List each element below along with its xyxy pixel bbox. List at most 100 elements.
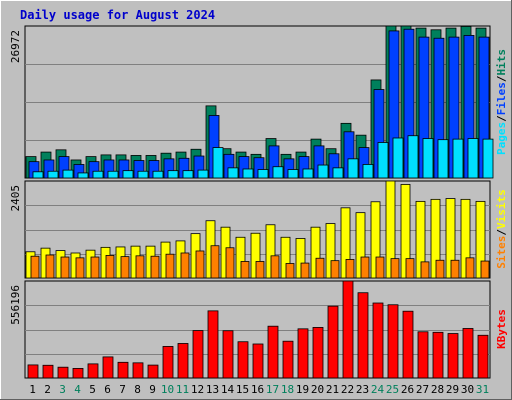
bar-pages-day-29 xyxy=(452,138,464,179)
bar-visits-day-18 xyxy=(280,236,291,279)
bar-visits-day-25 xyxy=(385,180,396,279)
bar-kbytes-day-10 xyxy=(162,346,174,379)
bar-kbytes-day-16 xyxy=(252,343,264,379)
x-tick-label: 7 xyxy=(119,383,126,396)
bar-kbytes-day-23 xyxy=(357,292,369,379)
panel-bot: 556196 KBytes xyxy=(9,280,508,379)
bar-sites-day-29 xyxy=(450,259,460,279)
x-tick-label: 22 xyxy=(341,383,354,396)
bar-sites-day-13 xyxy=(210,245,220,279)
bar-pages-day-9 xyxy=(152,170,164,179)
bar-pages-day-1 xyxy=(32,171,44,179)
bar-pages-day-18 xyxy=(287,169,299,179)
bar-kbytes-day-27 xyxy=(417,331,429,379)
bar-pages-day-11 xyxy=(182,170,194,179)
bar-kbytes-day-14 xyxy=(222,330,234,379)
bar-kbytes-day-8 xyxy=(132,362,144,379)
bar-sites-day-22 xyxy=(345,259,355,279)
y-max-label: 2405 xyxy=(9,185,22,212)
x-tick-label: 1 xyxy=(29,383,36,396)
bar-sites-day-12 xyxy=(195,250,205,279)
bar-kbytes-day-21 xyxy=(327,305,339,379)
bar-sites-day-1 xyxy=(30,255,40,279)
bar-pages-day-6 xyxy=(107,170,119,179)
bar-visits-day-19 xyxy=(295,238,306,279)
x-tick-label: 17 xyxy=(266,383,279,396)
bar-sites-day-31 xyxy=(480,260,490,279)
bar-sites-day-5 xyxy=(90,256,100,279)
bar-pages-day-5 xyxy=(92,170,104,179)
bar-kbytes-day-28 xyxy=(432,331,444,379)
bar-pages-day-26 xyxy=(407,135,419,179)
axis-legend-part: Hits xyxy=(495,49,508,76)
bar-visits-day-28 xyxy=(430,198,441,279)
bar-sites-day-18 xyxy=(285,263,295,279)
bar-kbytes-day-19 xyxy=(297,328,309,379)
x-tick-label: 28 xyxy=(431,383,444,396)
x-tick-label: 10 xyxy=(161,383,174,396)
bar-visits-day-24 xyxy=(370,201,381,279)
axis-legend-part: Files xyxy=(495,82,508,115)
bar-visits-day-23 xyxy=(355,212,366,279)
bar-sites-day-20 xyxy=(315,257,325,279)
bar-pages-day-12 xyxy=(197,169,209,179)
bar-pages-day-13 xyxy=(212,147,224,179)
bar-kbytes-day-30 xyxy=(462,328,474,379)
x-tick-label: 29 xyxy=(446,383,459,396)
bar-sites-day-10 xyxy=(165,253,175,279)
x-tick-label: 24 xyxy=(371,383,385,396)
bar-kbytes-day-24 xyxy=(372,302,384,379)
bar-kbytes-day-9 xyxy=(147,364,159,379)
bar-sites-day-6 xyxy=(105,255,115,279)
x-tick-label: 6 xyxy=(104,383,111,396)
bar-pages-day-21 xyxy=(332,167,344,179)
bar-kbytes-day-15 xyxy=(237,341,249,379)
bar-sites-day-24 xyxy=(375,256,385,279)
bar-sites-day-28 xyxy=(435,259,445,279)
x-tick-label: 18 xyxy=(281,383,294,396)
x-tick-label: 5 xyxy=(89,383,96,396)
axis-legend-label: Pages/Files/Hits xyxy=(495,49,508,155)
axis-legend-part: Pages xyxy=(495,122,508,155)
bar-visits-day-16 xyxy=(250,232,261,279)
bar-sites-day-9 xyxy=(150,255,160,279)
axis-legend-part: / xyxy=(495,75,508,82)
x-axis-ticks: 1 2 3 4 5 6 7 8 9 10 11 12 13 14 15 16 17 18 19 20 21 22 23 24 2… xyxy=(29,383,489,396)
bar-visits-day-29 xyxy=(445,198,456,279)
bar-kbytes-day-3 xyxy=(57,366,69,379)
axis-legend-part: Visits xyxy=(495,189,508,229)
bar-pages-day-3 xyxy=(62,169,74,179)
bar-kbytes-day-29 xyxy=(447,333,459,379)
x-tick-label: 9 xyxy=(149,383,156,396)
bar-kbytes-day-18 xyxy=(282,340,294,379)
bar-pages-day-27 xyxy=(422,138,434,179)
bar-pages-day-23 xyxy=(362,164,374,179)
bar-pages-day-7 xyxy=(122,170,134,179)
x-tick-label: 13 xyxy=(206,383,219,396)
bar-kbytes-day-25 xyxy=(387,304,399,379)
bar-pages-day-14 xyxy=(227,167,239,179)
panel-mid: 2405 Sites/Visits xyxy=(9,180,508,279)
bar-pages-day-10 xyxy=(167,170,179,179)
bar-pages-day-31 xyxy=(482,138,494,179)
bar-sites-day-19 xyxy=(300,262,310,279)
bar-visits-day-30 xyxy=(460,198,471,279)
bar-kbytes-day-7 xyxy=(117,361,129,379)
x-tick-label: 12 xyxy=(191,383,204,396)
bar-sites-day-11 xyxy=(180,252,190,279)
x-tick-label: 3 xyxy=(59,383,66,396)
bar-sites-day-27 xyxy=(420,261,430,279)
bar-sites-day-21 xyxy=(330,260,340,279)
bar-kbytes-day-5 xyxy=(87,363,99,379)
bar-kbytes-day-26 xyxy=(402,310,414,379)
x-tick-label: 11 xyxy=(176,383,189,396)
y-max-label: 26972 xyxy=(9,30,22,63)
bar-sites-day-30 xyxy=(465,257,475,279)
x-tick-label: 8 xyxy=(134,383,141,396)
bar-kbytes-day-31 xyxy=(477,334,489,379)
bar-kbytes-day-20 xyxy=(312,327,324,379)
bar-sites-day-8 xyxy=(135,255,145,279)
chart-title: Daily usage for August 2024 xyxy=(20,8,215,22)
